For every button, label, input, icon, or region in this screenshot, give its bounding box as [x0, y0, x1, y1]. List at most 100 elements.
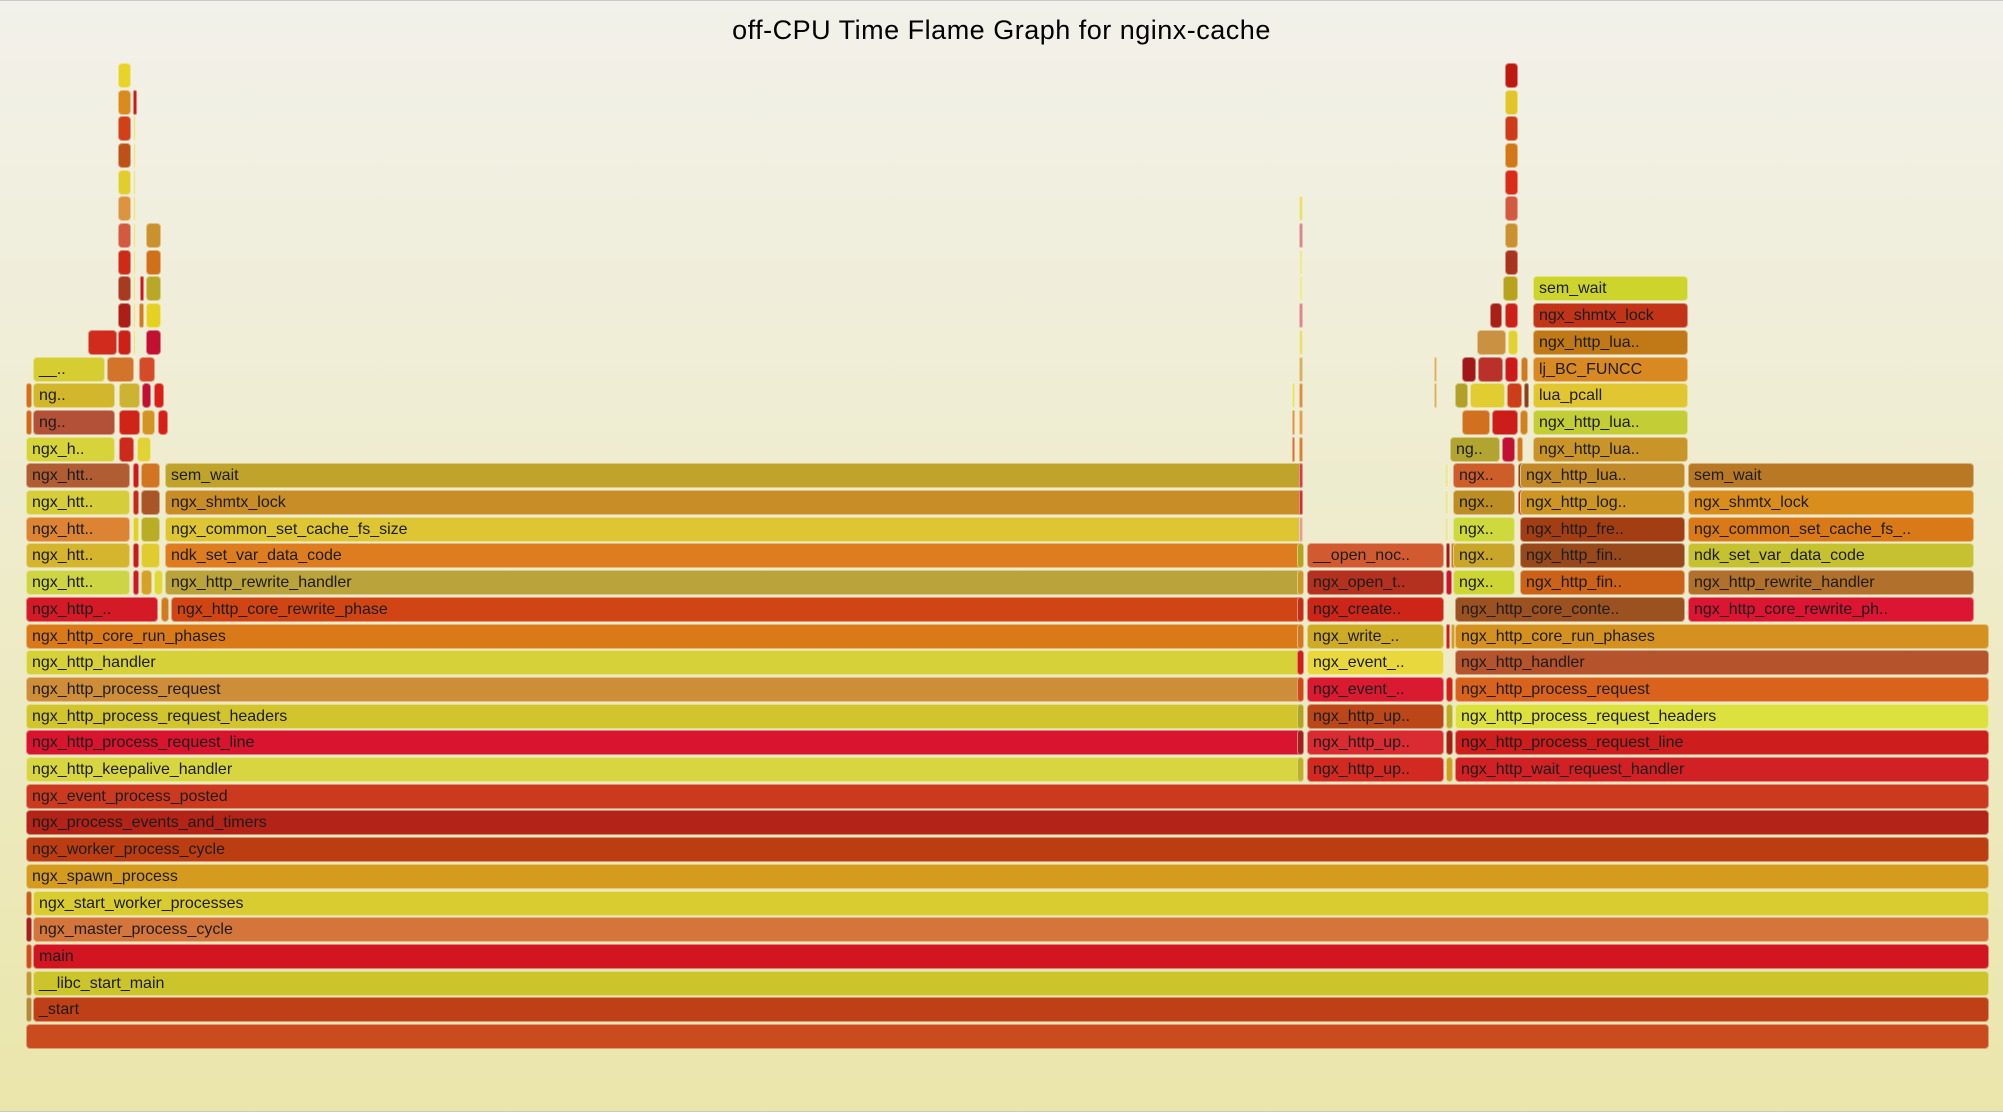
frame-ngx-http-process-request[interactable]: ngx_http_process_request: [1455, 676, 1989, 702]
frame-ngx-http-up[interactable]: ngx_http_up..: [1307, 703, 1444, 729]
frame-cell[interactable]: [1297, 623, 1304, 649]
frame-cell[interactable]: [1292, 436, 1295, 462]
frame-ngx-http-rewrite-handler[interactable]: ngx_http_rewrite_handler: [1688, 570, 1974, 596]
frame-cell[interactable]: [146, 276, 161, 302]
frame-cell[interactable]: [133, 142, 136, 168]
frame-ng[interactable]: ng..: [33, 409, 115, 435]
frame-ngx-http-process-request[interactable]: ngx_http_process_request: [26, 676, 1303, 702]
frame-ngx-http-log[interactable]: ngx_http_log..: [1520, 490, 1685, 515]
frame-ngx[interactable]: ngx..: [1453, 570, 1515, 596]
frame-cell[interactable]: [154, 570, 163, 596]
frame-ngx-http-lua[interactable]: ngx_http_lua..: [1533, 409, 1688, 435]
frame-cell[interactable]: [1434, 383, 1437, 409]
frame-cell[interactable]: [1446, 757, 1453, 782]
frame-cell[interactable]: [118, 169, 131, 195]
frame-ngx-htt[interactable]: ngx_htt..: [26, 543, 130, 569]
frame-cell[interactable]: [1503, 276, 1518, 302]
frame-cell[interactable]: [1446, 570, 1452, 596]
frame-cell[interactable]: [133, 543, 139, 569]
frame-cell[interactable]: [133, 303, 136, 329]
frame-ngx-h[interactable]: ngx_h..: [26, 436, 115, 462]
frame-cell[interactable]: [26, 409, 32, 435]
frame-cell[interactable]: [146, 329, 161, 355]
frame-cell[interactable]: [26, 1024, 1989, 1049]
frame-cell[interactable]: [133, 169, 136, 195]
frame-cell[interactable]: [1505, 169, 1518, 195]
frame-cell[interactable]: [141, 516, 160, 542]
frame-cell[interactable]: [1446, 730, 1453, 756]
frame-start[interactable]: _start: [33, 997, 1989, 1023]
frame-cell[interactable]: [1505, 89, 1518, 115]
frame-cell[interactable]: [1470, 383, 1505, 409]
frame-cell[interactable]: [88, 329, 117, 355]
frame-cell[interactable]: [1297, 703, 1304, 729]
frame-ndk-set-var-data-code[interactable]: ndk_set_var_data_code: [165, 543, 1303, 569]
frame-ngx-http-fre[interactable]: ngx_http_fre..: [1520, 516, 1685, 542]
frame-cell[interactable]: [1297, 596, 1304, 622]
frame-cell[interactable]: [1478, 356, 1503, 382]
frame-cell[interactable]: [1490, 303, 1502, 329]
frame-cell[interactable]: [137, 436, 151, 462]
frame-cell[interactable]: [140, 276, 144, 302]
frame-cell[interactable]: [1462, 409, 1490, 435]
frame-ngx-http-keepalive-handler[interactable]: ngx_http_keepalive_handler: [26, 757, 1303, 782]
frame-cell[interactable]: [118, 116, 131, 142]
frame-ngx-http-fin[interactable]: ngx_http_fin..: [1520, 543, 1685, 569]
frame-ngx-htt[interactable]: ngx_htt..: [26, 490, 130, 515]
frame-ngx-http-handler[interactable]: ngx_http_handler: [26, 650, 1303, 676]
frame-cell[interactable]: [1446, 676, 1453, 702]
frame-ngx-http-process-request-line[interactable]: ngx_http_process_request_line: [26, 730, 1303, 756]
frame-cell[interactable]: [119, 383, 140, 409]
frame-ng[interactable]: ng..: [33, 383, 115, 409]
frame-cell[interactable]: [139, 303, 144, 329]
frame-ngx[interactable]: ngx..: [1453, 543, 1515, 569]
frame-cell[interactable]: [119, 409, 140, 435]
frame-libc-start-main[interactable]: __libc_start_main: [33, 970, 1989, 996]
frame-cell[interactable]: [146, 249, 161, 275]
frame-cell[interactable]: [118, 276, 131, 302]
frame-cell[interactable]: [1299, 436, 1303, 462]
frame-ngx-http-wait-request-handler[interactable]: ngx_http_wait_request_handler: [1455, 757, 1989, 782]
frame-lj-bc-funcc[interactable]: lj_BC_FUNCC: [1533, 356, 1688, 382]
frame-cell[interactable]: [133, 329, 136, 355]
frame-ngx-process-events-and-timers[interactable]: ngx_process_events_and_timers: [26, 810, 1989, 836]
frame-ngx-open-t[interactable]: ngx_open_t..: [1307, 570, 1444, 596]
frame-ngx-event[interactable]: ngx_event_..: [1307, 650, 1444, 676]
frame-cell[interactable]: [133, 196, 136, 222]
frame-sem-wait[interactable]: sem_wait: [1688, 463, 1974, 489]
frame-ngx-create[interactable]: ngx_create..: [1307, 596, 1444, 622]
frame-ngx-common-set-cache-fs-size[interactable]: ngx_common_set_cache_fs_size: [165, 516, 1303, 542]
frame-cell[interactable]: [1434, 356, 1437, 382]
frame-cell[interactable]: [133, 116, 136, 142]
frame-cell[interactable]: [118, 89, 131, 115]
frame-ngx-http-up[interactable]: ngx_http_up..: [1307, 730, 1444, 756]
frame-ngx-http-lua[interactable]: ngx_http_lua..: [1520, 463, 1685, 489]
frame-cell[interactable]: [1505, 223, 1518, 248]
frame-cell[interactable]: [26, 917, 32, 943]
frame-cell[interactable]: [133, 276, 136, 302]
frame-cell[interactable]: [118, 142, 131, 168]
frame-cell[interactable]: [26, 997, 32, 1023]
frame-ngx-http-lua[interactable]: ngx_http_lua..: [1533, 329, 1688, 355]
frame-cell[interactable]: [1444, 490, 1449, 515]
frame-cell[interactable]: [133, 490, 139, 515]
frame-cell[interactable]: [1446, 543, 1450, 569]
frame-cell[interactable]: [107, 356, 134, 382]
frame-ngx-http-up[interactable]: ngx_http_up..: [1307, 757, 1444, 782]
frame-cell[interactable]: [1297, 650, 1304, 676]
frame-ngx-http-core-run-phases[interactable]: ngx_http_core_run_phases: [26, 623, 1303, 649]
frame-cell[interactable]: [1505, 249, 1518, 275]
frame-cell[interactable]: [1299, 463, 1303, 489]
frame-cell[interactable]: [1299, 490, 1303, 515]
frame-cell[interactable]: [142, 409, 155, 435]
frame-ngx-http[interactable]: ngx_http_..: [26, 596, 158, 622]
frame-cell[interactable]: [1299, 409, 1303, 435]
frame-ngx-spawn-process[interactable]: ngx_spawn_process: [26, 863, 1989, 889]
frame-cell[interactable]: [1299, 516, 1303, 542]
frame-cell[interactable]: [146, 303, 161, 329]
frame-cell[interactable]: [146, 223, 161, 248]
frame-ngx-start-worker-processes[interactable]: ngx_start_worker_processes: [33, 890, 1989, 916]
frame-main[interactable]: main: [33, 943, 1989, 969]
frame-ngx-write[interactable]: ngx_write_..: [1307, 623, 1444, 649]
frame-ngx-http-process-request-line[interactable]: ngx_http_process_request_line: [1455, 730, 1989, 756]
